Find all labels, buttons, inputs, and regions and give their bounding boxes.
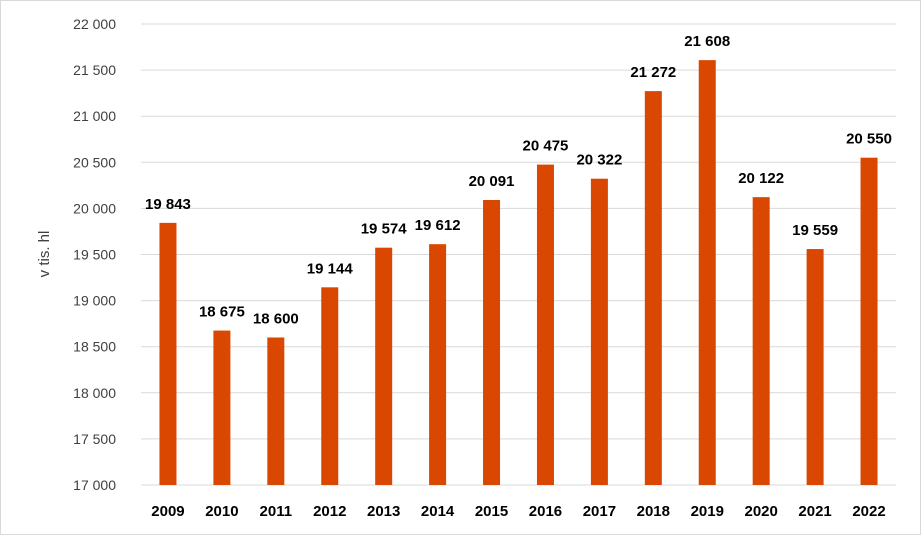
x-tick-labels: 2009 2010 2011 2012 2013 2014 2015 2016 2017 2018… (151, 503, 885, 520)
data-label: 19 612 (415, 217, 461, 234)
bar-2017 (590, 178, 608, 485)
data-label: 19 843 (145, 196, 191, 213)
data-label: 19 559 (792, 222, 838, 239)
bar-2020 (752, 197, 770, 485)
y-tick-label: 20 000 (73, 200, 116, 216)
bar-2010 (213, 330, 231, 485)
y-tick-labels: 17 000 17 500 18 000 18 500 19 000 19 500 20 0… (73, 16, 116, 493)
bar-2019 (698, 60, 716, 486)
bar-2018 (644, 91, 662, 486)
data-label: 21 272 (630, 64, 676, 81)
y-tick-label: 19 500 (73, 247, 116, 263)
x-tick-label: 2017 (583, 503, 616, 520)
y-tick-label: 20 500 (73, 154, 116, 170)
data-label: 19 144 (307, 260, 354, 277)
y-tick-label: 21 500 (73, 62, 116, 78)
data-label: 20 475 (523, 138, 569, 155)
y-axis-title: v tis. hl (36, 231, 53, 278)
x-tick-label: 2015 (475, 503, 508, 520)
y-tick-label: 17 500 (73, 431, 116, 447)
x-tick-label: 2016 (529, 503, 562, 520)
bar-2021 (806, 249, 824, 485)
y-tick-label: 18 500 (73, 339, 116, 355)
bar-2016 (536, 164, 554, 486)
bar-2014 (429, 244, 447, 485)
x-tick-label: 2020 (744, 503, 777, 520)
data-label: 19 574 (361, 221, 408, 238)
x-tick-label: 2010 (205, 503, 238, 520)
data-label: 20 091 (469, 173, 515, 190)
y-tick-label: 21 000 (73, 108, 116, 124)
bar-2013 (375, 247, 393, 485)
data-label: 20 322 (576, 152, 622, 169)
bar-2022 (860, 157, 878, 485)
grid-lines (141, 23, 896, 486)
bar-2015 (483, 200, 501, 485)
x-tick-label: 2014 (421, 503, 455, 520)
bar-2012 (321, 287, 339, 485)
data-labels: 19 843 18 675 18 600 19 144 19 574 19 612 20 0… (145, 33, 892, 327)
x-tick-label: 2012 (313, 503, 346, 520)
y-tick-label: 18 000 (73, 385, 116, 401)
bar-2009 (159, 222, 177, 485)
x-tick-label: 2011 (260, 503, 293, 520)
data-label: 20 550 (846, 131, 892, 148)
y-tick-label: 17 000 (73, 477, 116, 493)
data-label: 21 608 (684, 33, 730, 50)
x-tick-label: 2013 (367, 503, 400, 520)
y-tick-label: 22 000 (73, 16, 116, 32)
bars (159, 60, 878, 486)
y-tick-label: 19 000 (73, 293, 116, 309)
data-label: 20 122 (738, 170, 784, 187)
data-label: 18 675 (199, 304, 245, 321)
x-tick-label: 2021 (798, 503, 831, 520)
data-label: 18 600 (253, 310, 299, 327)
x-tick-label: 2019 (691, 503, 724, 520)
bar-2011 (267, 337, 285, 485)
x-tick-label: 2009 (151, 503, 184, 520)
x-tick-label: 2018 (637, 503, 670, 520)
x-tick-label: 2022 (852, 503, 885, 520)
